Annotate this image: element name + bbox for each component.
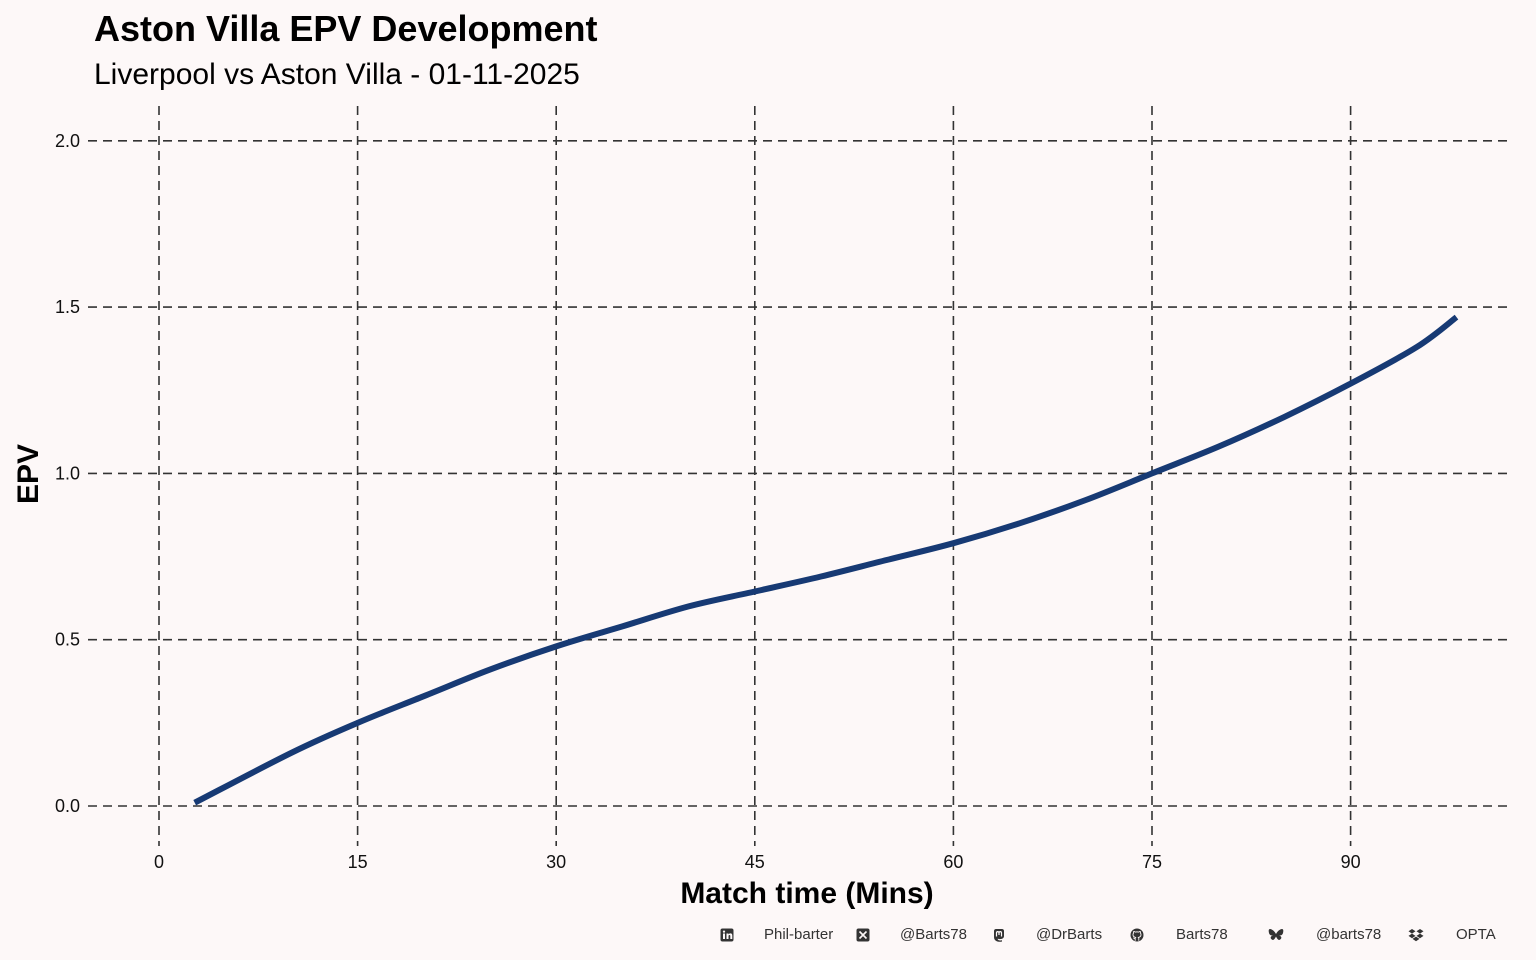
- epv-series-line: [193, 314, 1459, 806]
- x-tick-label: 0: [154, 852, 164, 872]
- x-axis-title: Match time (Mins): [680, 877, 933, 910]
- chart-title: Aston Villa EPV Development: [94, 8, 598, 49]
- dropbox-icon[interactable]: [1408, 928, 1424, 942]
- chart-subtitle: Liverpool vs Aston Villa - 01-11-2025: [94, 58, 580, 91]
- mastodon-icon[interactable]: [992, 928, 1006, 942]
- x-tick-label: 60: [943, 852, 963, 872]
- y-tick-label: 1.5: [55, 297, 80, 317]
- x-tick-label: 45: [745, 852, 765, 872]
- footer-linkedin-label[interactable]: Phil-barter: [764, 926, 834, 943]
- github-icon[interactable]: [1130, 928, 1144, 942]
- footer-credits: Phil-barter @Barts78 @DrBarts Barts78 @b…: [0, 924, 1536, 948]
- footer-x-label[interactable]: @Barts78: [900, 926, 967, 943]
- bluesky-icon[interactable]: [1267, 928, 1285, 942]
- y-tick-label: 0.0: [55, 796, 80, 816]
- y-tick-label: 0.5: [55, 630, 80, 650]
- x-tick-label: 90: [1341, 852, 1361, 872]
- footer-bluesky-label[interactable]: @barts78: [1316, 926, 1382, 943]
- series: [193, 314, 1459, 806]
- y-tick-label: 1.0: [55, 463, 80, 483]
- x-twitter-icon[interactable]: [856, 928, 870, 942]
- footer-source-label: OPTA: [1456, 926, 1496, 943]
- x-tick-label: 15: [348, 852, 368, 872]
- footer-github-label[interactable]: Barts78: [1176, 926, 1228, 943]
- y-tick-label: 2.0: [55, 131, 80, 151]
- x-tick-label: 75: [1142, 852, 1162, 872]
- x-tick-label: 30: [546, 852, 566, 872]
- grid: [88, 106, 1512, 846]
- linkedin-icon[interactable]: [720, 928, 734, 942]
- footer-mastodon-label[interactable]: @DrBarts: [1036, 926, 1103, 943]
- y-axis-title: EPV: [12, 444, 45, 504]
